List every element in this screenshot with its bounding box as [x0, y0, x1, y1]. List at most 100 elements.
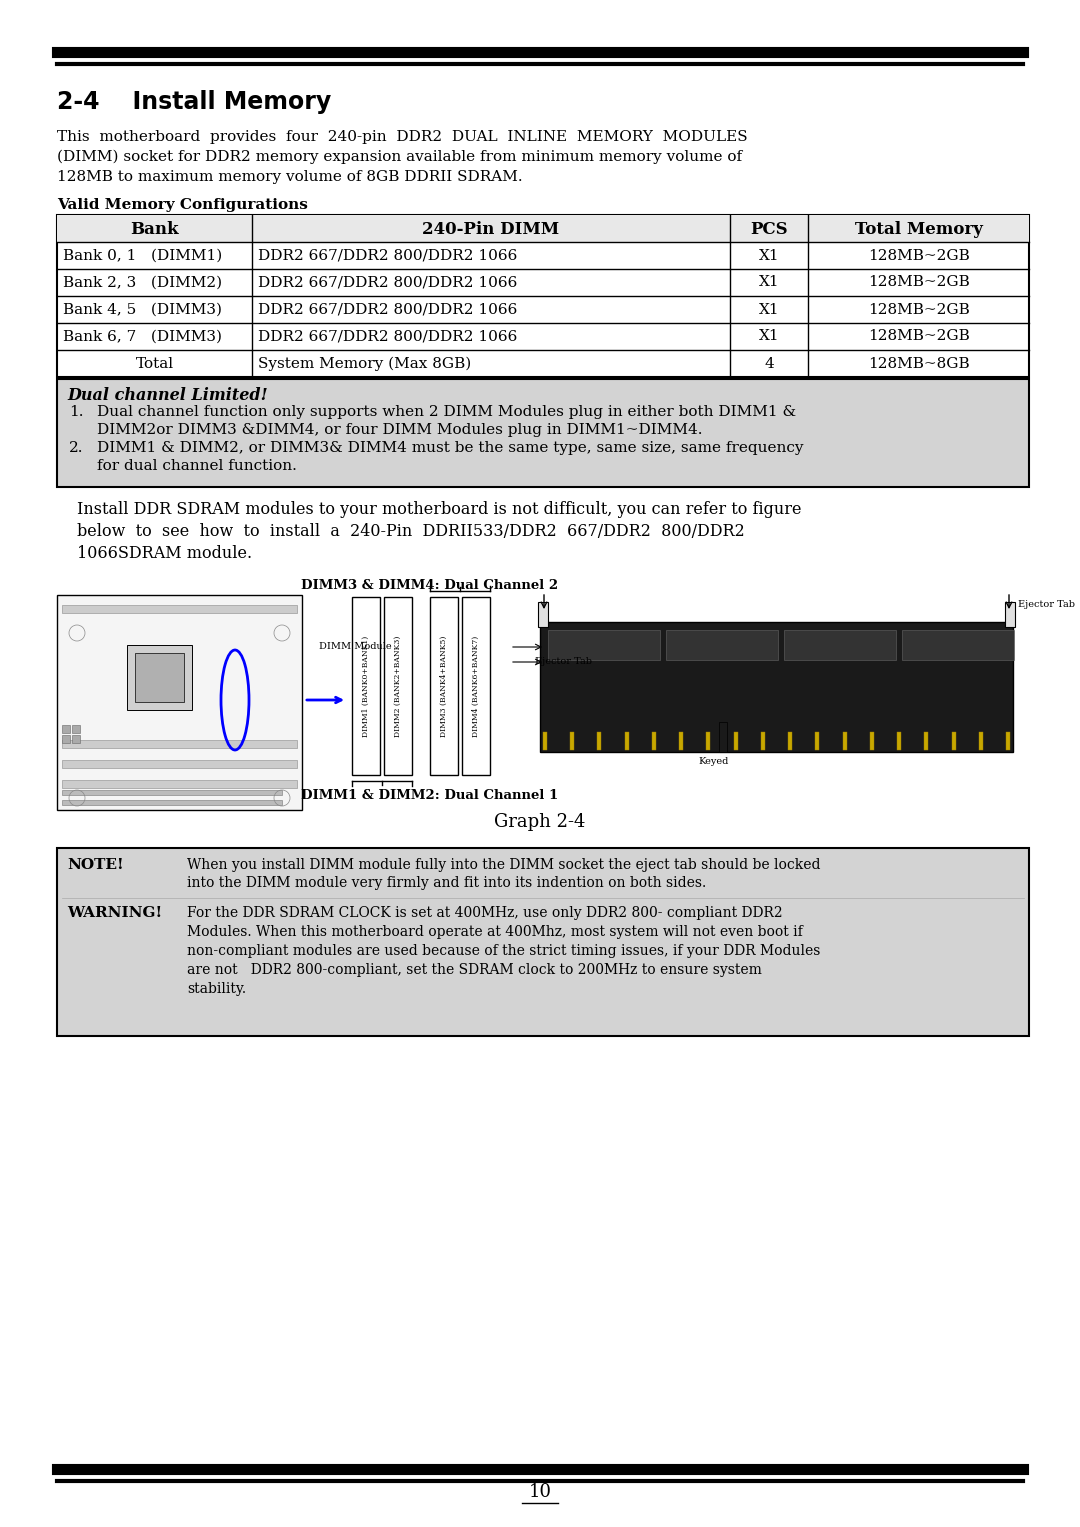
- Text: Bank 2, 3   (DIMM2): Bank 2, 3 (DIMM2): [63, 275, 222, 290]
- Bar: [897, 731, 901, 750]
- Bar: [57, 596, 302, 809]
- Bar: [62, 800, 282, 805]
- Text: DIMM Module: DIMM Module: [319, 641, 392, 651]
- Bar: [869, 731, 874, 750]
- Bar: [666, 631, 778, 660]
- Text: 2.: 2.: [69, 441, 83, 455]
- Bar: [62, 760, 297, 768]
- Text: 128MB~2GB: 128MB~2GB: [867, 302, 970, 316]
- Text: stability.: stability.: [187, 982, 246, 996]
- Bar: [815, 731, 820, 750]
- Bar: [624, 731, 629, 750]
- Bar: [72, 734, 80, 744]
- Text: DIMM2 (BANK2+BANK3): DIMM2 (BANK2+BANK3): [394, 635, 402, 736]
- Bar: [135, 654, 184, 702]
- Text: DIMM1 & DIMM2: Dual Channel 1: DIMM1 & DIMM2: Dual Channel 1: [301, 789, 558, 802]
- Text: 128MB~8GB: 128MB~8GB: [867, 356, 970, 371]
- Text: X1: X1: [758, 302, 780, 316]
- Text: DIMM3 & DIMM4: Dual Channel 2: DIMM3 & DIMM4: Dual Channel 2: [301, 579, 558, 592]
- Bar: [788, 731, 792, 750]
- Text: DDR2 667/DDR2 800/DDR2 1066: DDR2 667/DDR2 800/DDR2 1066: [258, 302, 517, 316]
- Text: (DIMM) socket for DDR2 memory expansion available from minimum memory volume of: (DIMM) socket for DDR2 memory expansion …: [57, 150, 742, 165]
- Bar: [384, 597, 411, 776]
- Text: into the DIMM module very firmly and fit into its indention on both sides.: into the DIMM module very firmly and fit…: [187, 876, 706, 890]
- Bar: [62, 725, 70, 733]
- Bar: [127, 644, 192, 710]
- Text: for dual channel function.: for dual channel function.: [97, 460, 297, 473]
- Bar: [538, 602, 548, 628]
- Text: Total: Total: [135, 356, 174, 371]
- Bar: [902, 631, 1014, 660]
- Text: DIMM3 (BANK4+BANK5): DIMM3 (BANK4+BANK5): [440, 635, 448, 736]
- Text: Modules. When this motherboard operate at 400Mhz, most system will not even boot: Modules. When this motherboard operate a…: [187, 925, 802, 939]
- Text: Bank: Bank: [131, 221, 179, 238]
- Bar: [951, 731, 956, 750]
- Bar: [1005, 731, 1010, 750]
- Text: non-compliant modules are used because of the strict timing issues, if your DDR : non-compliant modules are used because o…: [187, 944, 821, 957]
- Bar: [57, 215, 1029, 377]
- Text: DDR2 667/DDR2 800/DDR2 1066: DDR2 667/DDR2 800/DDR2 1066: [258, 275, 517, 290]
- Bar: [352, 597, 380, 776]
- Bar: [543, 731, 546, 750]
- Text: Ejector Tab: Ejector Tab: [535, 657, 592, 666]
- Text: X1: X1: [758, 275, 780, 290]
- Text: 10: 10: [528, 1483, 552, 1501]
- Bar: [719, 722, 727, 751]
- Bar: [462, 597, 490, 776]
- Text: DIMM2or DIMM3 &DIMM4, or four DIMM Modules plug in DIMM1~DIMM4.: DIMM2or DIMM3 &DIMM4, or four DIMM Modul…: [97, 423, 702, 437]
- Text: 128MB~2GB: 128MB~2GB: [867, 275, 970, 290]
- Bar: [57, 215, 1029, 241]
- Text: X1: X1: [758, 249, 780, 263]
- Bar: [570, 731, 575, 750]
- Text: 1066SDRAM module.: 1066SDRAM module.: [77, 545, 252, 562]
- Text: Dual channel function only supports when 2 DIMM Modules plug in either both DIMM: Dual channel function only supports when…: [97, 405, 796, 418]
- Bar: [978, 731, 983, 750]
- Bar: [57, 847, 1029, 1035]
- Bar: [761, 731, 765, 750]
- Bar: [62, 789, 282, 796]
- Text: Install DDR SDRAM modules to your motherboard is not difficult, you can refer to: Install DDR SDRAM modules to your mother…: [77, 501, 801, 518]
- Text: Dual channel Limited!: Dual channel Limited!: [67, 386, 268, 405]
- Text: DIMM1 (BANK0+BANK1): DIMM1 (BANK0+BANK1): [362, 635, 370, 736]
- Bar: [548, 631, 660, 660]
- Bar: [784, 631, 896, 660]
- Text: DDR2 667/DDR2 800/DDR2 1066: DDR2 667/DDR2 800/DDR2 1066: [258, 330, 517, 344]
- Text: 4: 4: [765, 356, 774, 371]
- Text: For the DDR SDRAM CLOCK is set at 400MHz, use only DDR2 800- compliant DDR2: For the DDR SDRAM CLOCK is set at 400MHz…: [187, 906, 783, 919]
- Text: Bank 0, 1   (DIMM1): Bank 0, 1 (DIMM1): [63, 249, 222, 263]
- Text: 1.: 1.: [69, 405, 83, 418]
- Text: Total Memory: Total Memory: [854, 221, 983, 238]
- Text: DIMM1 & DIMM2, or DIMM3& DIMM4 must be the same type, same size, same frequency: DIMM1 & DIMM2, or DIMM3& DIMM4 must be t…: [97, 441, 804, 455]
- Text: 2-4    Install Memory: 2-4 Install Memory: [57, 90, 332, 115]
- Text: 128MB to maximum memory volume of 8GB DDRII SDRAM.: 128MB to maximum memory volume of 8GB DD…: [57, 169, 523, 183]
- Text: Bank 4, 5   (DIMM3): Bank 4, 5 (DIMM3): [63, 302, 222, 316]
- Bar: [72, 725, 80, 733]
- Text: 128MB~2GB: 128MB~2GB: [867, 330, 970, 344]
- Text: PCS: PCS: [751, 221, 787, 238]
- Text: X1: X1: [758, 330, 780, 344]
- Bar: [62, 605, 297, 612]
- Bar: [540, 621, 1013, 751]
- Bar: [1005, 602, 1015, 628]
- Text: This  motherboard  provides  four  240-pin  DDR2  DUAL  INLINE  MEMORY  MODULES: This motherboard provides four 240-pin D…: [57, 130, 747, 144]
- Text: Graph 2-4: Graph 2-4: [495, 812, 585, 831]
- Bar: [842, 731, 847, 750]
- Text: 240-Pin DIMM: 240-Pin DIMM: [422, 221, 559, 238]
- Text: DDR2 667/DDR2 800/DDR2 1066: DDR2 667/DDR2 800/DDR2 1066: [258, 249, 517, 263]
- Text: Ejector Tab: Ejector Tab: [1018, 600, 1075, 609]
- Text: WARNING!: WARNING!: [67, 906, 162, 919]
- Text: 128MB~2GB: 128MB~2GB: [867, 249, 970, 263]
- Bar: [679, 731, 684, 750]
- Bar: [62, 780, 297, 788]
- Bar: [597, 731, 602, 750]
- Bar: [57, 379, 1029, 487]
- Bar: [430, 597, 458, 776]
- Text: below  to  see  how  to  install  a  240-Pin  DDRII533/DDR2  667/DDR2  800/DDR2: below to see how to install a 240-Pin DD…: [77, 524, 745, 541]
- Text: are not   DDR2 800-compliant, set the SDRAM clock to 200MHz to ensure system: are not DDR2 800-compliant, set the SDRA…: [187, 964, 761, 977]
- Text: NOTE!: NOTE!: [67, 858, 123, 872]
- Text: System Memory (Max 8GB): System Memory (Max 8GB): [258, 356, 471, 371]
- Bar: [62, 734, 70, 744]
- Bar: [652, 731, 656, 750]
- Bar: [924, 731, 929, 750]
- Text: When you install DIMM module fully into the DIMM socket the eject tab should be : When you install DIMM module fully into …: [187, 858, 821, 872]
